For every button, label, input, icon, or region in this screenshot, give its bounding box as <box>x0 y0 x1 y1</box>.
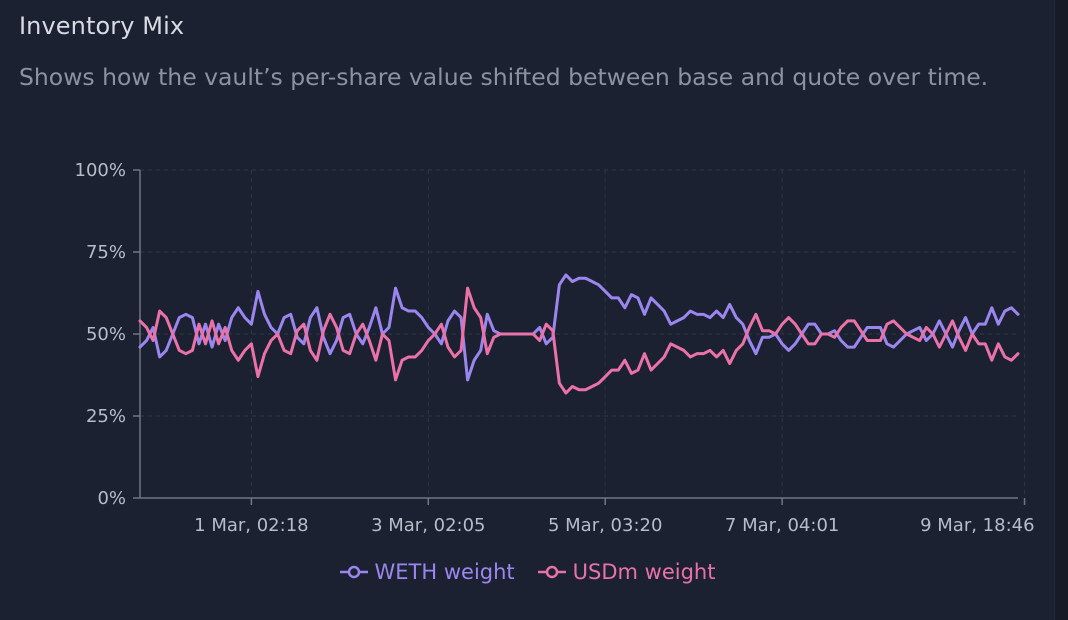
grid-layer <box>140 169 1026 498</box>
x-tick-label: 1 Mar, 02:18 <box>194 515 308 536</box>
axis-layer: 0% 25% 50% 75% 100% 1 Mar, 02:18 3 Mar, 02:05 5… <box>75 160 1035 536</box>
y-tick-label: 25% <box>86 406 126 427</box>
usdm-legend-icon <box>537 565 566 579</box>
y-tick-label: 75% <box>86 242 126 263</box>
inventory-mix-chart: 0% 25% 50% 75% 100% 1 Mar, 02:18 3 Mar, 02:05 5… <box>75 160 1035 536</box>
y-tick-label: 0% <box>97 488 126 509</box>
x-tick-label: 3 Mar, 02:05 <box>371 515 485 536</box>
weth-legend-icon <box>339 565 368 579</box>
usdm-series-line <box>138 286 1020 395</box>
legend-label-weth: WETH weight <box>374 560 515 584</box>
chart-title: Inventory Mix <box>19 12 185 40</box>
legend-item-weth[interactable]: WETH weight <box>339 560 515 584</box>
series-layer <box>138 273 1020 395</box>
legend-item-usdm[interactable]: USDm weight <box>537 560 716 584</box>
legend-label-usdm: USDm weight <box>572 560 716 584</box>
y-tick-label: 50% <box>86 324 126 345</box>
y-tick-label: 100% <box>75 160 126 181</box>
x-tick-label: 5 Mar, 03:20 <box>548 515 662 536</box>
scroll-rail <box>1054 0 1068 620</box>
weth-series-line <box>138 273 1020 382</box>
x-tick-label: 9 Mar, 18:46 <box>920 515 1034 536</box>
chart-subtitle: Shows how the vault’s per-share value sh… <box>19 63 989 91</box>
x-tick-label: 7 Mar, 04:01 <box>725 515 839 536</box>
chart-legend: WETH weight USDm weight <box>0 560 1054 584</box>
